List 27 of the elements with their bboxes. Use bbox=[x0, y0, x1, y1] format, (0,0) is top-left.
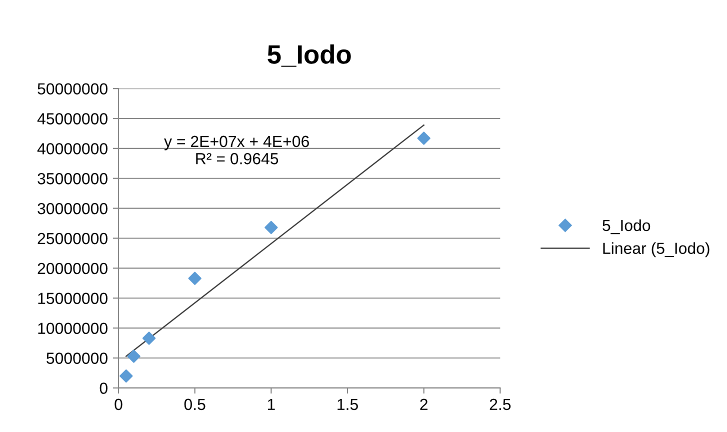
x-tick-label: 0 bbox=[114, 398, 122, 410]
point bbox=[417, 132, 430, 145]
x-tick-label: 2.5 bbox=[490, 398, 511, 410]
y-tick-label: 50000000 bbox=[38, 83, 108, 95]
y-tick-label: 5000000 bbox=[46, 352, 108, 364]
y-tick-label: 20000000 bbox=[38, 262, 108, 274]
legend-label: 5_Iodo bbox=[602, 219, 650, 234]
y-tick-label: 10000000 bbox=[38, 322, 108, 334]
point bbox=[264, 220, 278, 234]
x-tick-label: 1.5 bbox=[338, 398, 358, 410]
y-tick-label: 0 bbox=[100, 382, 108, 394]
point bbox=[127, 350, 140, 363]
y-tick-label: 45000000 bbox=[37, 113, 108, 124]
legend-label: Linear (5_Iodo) bbox=[603, 242, 710, 258]
chart-title: 5_Iodo bbox=[268, 44, 351, 67]
x-tick-label: 2 bbox=[420, 398, 428, 410]
y-tick-label: 15000000 bbox=[38, 292, 108, 304]
point bbox=[120, 369, 133, 383]
annotation: y = 2E+07x + 4E+06 R² = 0.9645 bbox=[164, 136, 309, 164]
x-tick-label: 1 bbox=[268, 398, 275, 410]
y-tick-label: 25000000 bbox=[38, 232, 108, 244]
y-tick-label: 40000000 bbox=[37, 143, 108, 154]
y-tick-label: 30000000 bbox=[38, 202, 108, 214]
point bbox=[188, 272, 202, 285]
x-tick-label: 0.5 bbox=[184, 398, 206, 410]
point bbox=[142, 332, 156, 345]
y-tick-label: 35000000 bbox=[38, 173, 108, 184]
